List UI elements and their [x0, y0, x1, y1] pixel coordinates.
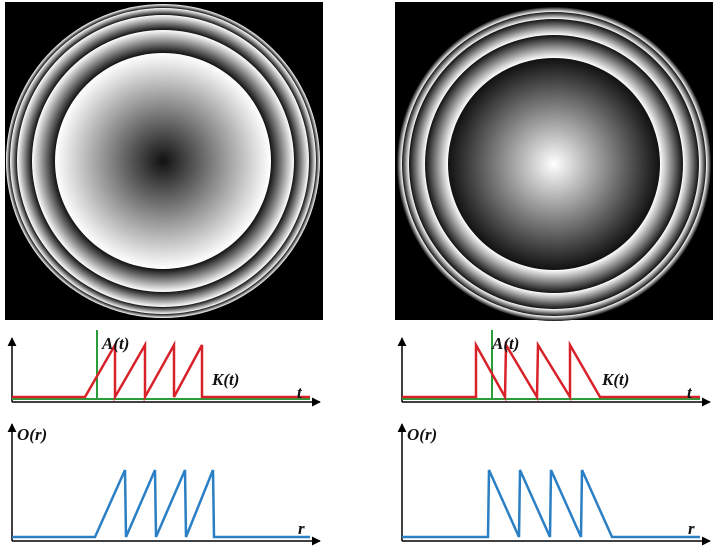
output-curve — [402, 470, 700, 537]
figure: A(t)K(t)tO(r)rA(t)K(t)tO(r)r — [0, 0, 715, 546]
ring-images — [5, 2, 713, 321]
kernel-label: K(t) — [601, 370, 629, 389]
output-label: O(r) — [17, 425, 47, 444]
output-label: O(r) — [407, 425, 437, 444]
x-axis-label: r — [688, 519, 695, 538]
kernel-curve — [12, 345, 310, 397]
signal-label: A(t) — [491, 334, 519, 353]
plots: A(t)K(t)tO(r)rA(t)K(t)tO(r)r — [12, 330, 710, 541]
output-curve — [12, 470, 310, 537]
kernel-curve — [402, 345, 700, 397]
signal-label: A(t) — [101, 334, 129, 353]
ring — [448, 58, 660, 270]
page: A(t)K(t)tO(r)rA(t)K(t)tO(r)r (() => { co… — [0, 0, 715, 546]
kernel-label: K(t) — [211, 370, 239, 389]
x-axis-label: r — [298, 519, 305, 538]
ring — [55, 53, 271, 269]
